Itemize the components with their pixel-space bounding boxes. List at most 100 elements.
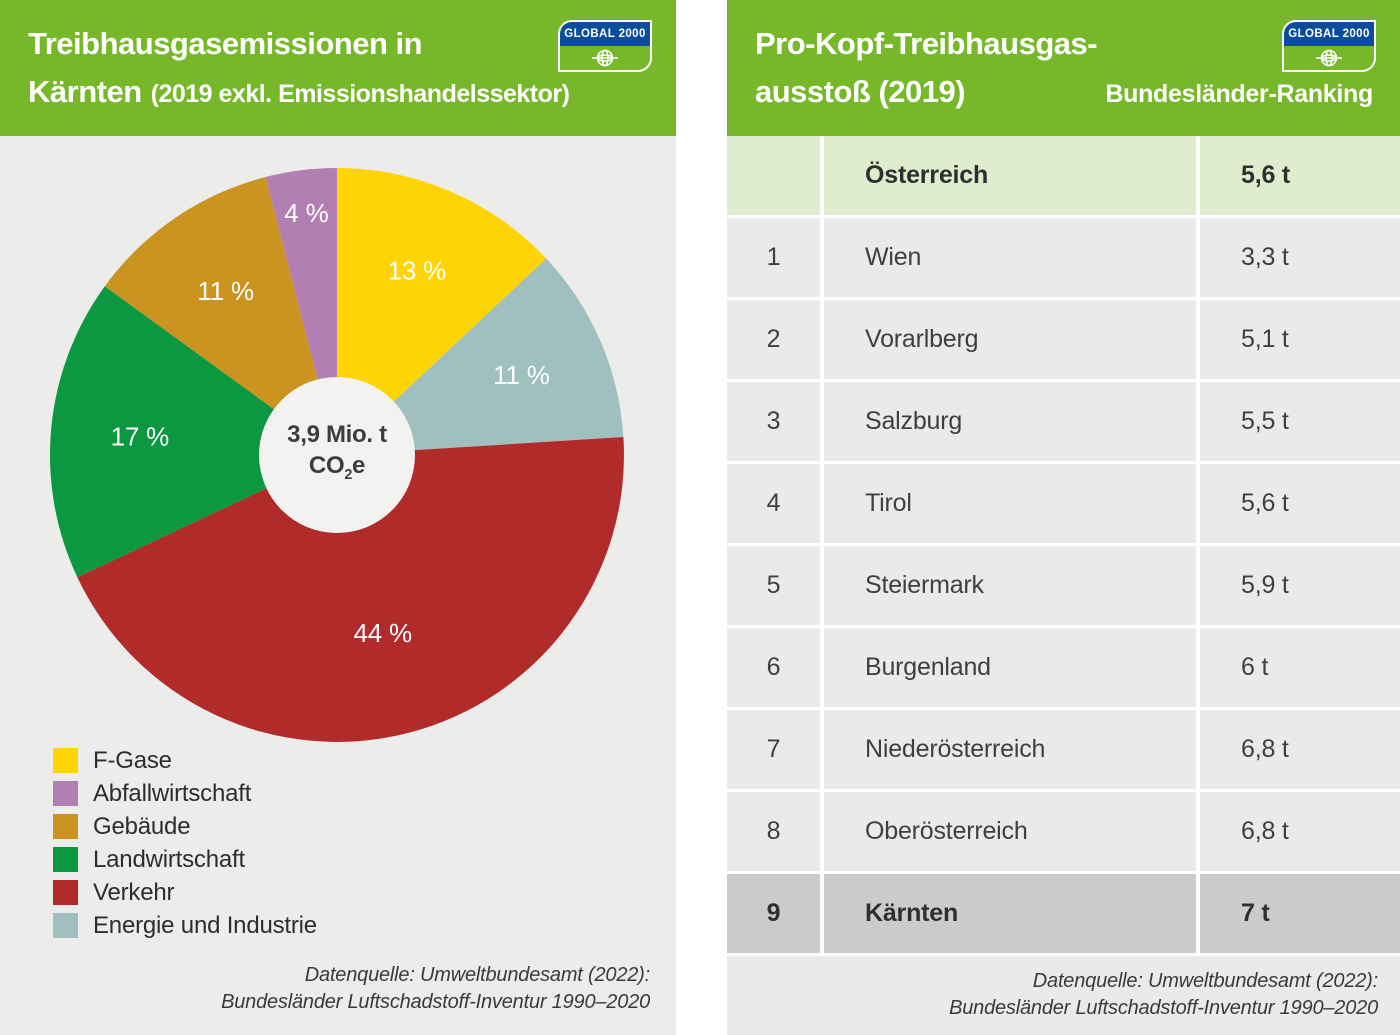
pie-svg: 13 % 11 % 44 % 17 % 11 % 4 % (49, 167, 624, 742)
left-title-suffix: (2019 exkl. Emissionshandelssektor) (150, 80, 570, 108)
region-cell: Oberösterreich (824, 792, 1196, 871)
rank-cell (727, 136, 820, 215)
pie-center-label: 3,9 Mio. t CO2e (227, 419, 447, 491)
pie-center-value: 3,9 Mio. t (287, 421, 387, 449)
rank-cell: 2 (727, 300, 820, 379)
rank-cell: 5 (727, 546, 820, 625)
table-row: 8 Oberösterreich 6,8 t (727, 792, 1400, 871)
globe-icon (1316, 49, 1342, 67)
rank-cell: 3 (727, 382, 820, 461)
value-cell: 6,8 t (1200, 710, 1400, 789)
table-row: Österreich 5,6 t (727, 136, 1400, 215)
legend-item: Verkehr (53, 878, 317, 906)
value-cell: 5,1 t (1200, 300, 1400, 379)
right-title-badge: Bundesländer-Ranking (1105, 80, 1373, 108)
left-title-region: Kärnten (28, 74, 142, 109)
left-title-line1: Treibhausgasemissionen in (28, 26, 423, 61)
left-panel: Treibhausgasemissionen in Kärnten (2019 e… (0, 0, 676, 1035)
global2000-logo-text: GLOBAL 2000 (560, 22, 650, 46)
global2000-logo: GLOBAL 2000 (558, 20, 652, 72)
table-row: 4 Tirol 5,6 t (727, 464, 1400, 543)
left-header-banner: Treibhausgasemissionen in Kärnten (2019 e… (0, 0, 676, 136)
legend-label: Gebäude (93, 812, 191, 840)
value-cell: 5,5 t (1200, 382, 1400, 461)
value-cell: 5,6 t (1200, 464, 1400, 543)
legend-swatch (53, 847, 78, 872)
pie-label: 13 % (388, 256, 447, 286)
pie-slice-landwirtschaft (49, 286, 337, 578)
global2000-logo-text: GLOBAL 2000 (1284, 22, 1374, 46)
globe-icon (592, 49, 618, 67)
legend-label: Abfallwirtschaft (93, 779, 252, 807)
region-cell: Steiermark (824, 546, 1196, 625)
legend-swatch (53, 748, 78, 773)
pie-slice-gebäude (104, 177, 337, 455)
legend-swatch (53, 781, 78, 806)
right-source-note: Datenquelle: Umweltbundesamt (2022): Bun… (727, 956, 1400, 1035)
right-source-line1: Datenquelle: Umweltbundesamt (2022): (1032, 970, 1378, 992)
rank-cell: 6 (727, 628, 820, 707)
global2000-logo: GLOBAL 2000 (1282, 20, 1376, 72)
legend-label: Verkehr (93, 878, 175, 906)
legend-swatch (53, 913, 78, 938)
left-title-line2: Kärnten (2019 exkl. Emissionshandelssekto… (28, 68, 651, 118)
table-row: 5 Steiermark 5,9 t (727, 546, 1400, 625)
pie-hole (259, 377, 415, 533)
right-header-banner: Pro-Kopf-Treibhausgas- ausstoß (2019) Bu… (727, 0, 1400, 136)
table-row: 6 Burgenland 6 t (727, 628, 1400, 707)
legend-item: F-Gase (53, 746, 317, 774)
pie-slice-f-gase (337, 168, 547, 455)
rank-cell: 7 (727, 710, 820, 789)
table-row: 2 Vorarlberg 5,1 t (727, 300, 1400, 379)
left-source-line1: Datenquelle: Umweltbundesamt (2022): (304, 964, 650, 986)
pie-chart: 13 % 11 % 44 % 17 % 11 % 4 % 3,9 Mio. t CO2e (49, 167, 624, 742)
value-cell: 6,8 t (1200, 792, 1400, 871)
table-row: 9 Kärnten 7 t (727, 874, 1400, 953)
pie-center-formula: CO2e (308, 452, 366, 483)
legend-item: Landwirtschaft (53, 845, 317, 873)
value-cell: 5,9 t (1200, 546, 1400, 625)
table-row: 7 Niederösterreich 6,8 t (727, 710, 1400, 789)
value-cell: 3,3 t (1200, 218, 1400, 297)
ranking-table: Österreich 5,6 t 1 Wien 3,3 t 2 Vorarlberg 5,1 … (727, 136, 1400, 956)
legend-label: Landwirtschaft (93, 845, 245, 873)
legend-item: Gebäude (53, 812, 317, 840)
region-cell: Tirol (824, 464, 1196, 543)
table-row: 1 Wien 3,3 t (727, 218, 1400, 297)
legend-label: F-Gase (93, 746, 172, 774)
rank-cell: 4 (727, 464, 820, 543)
legend-item: Abfallwirtschaft (53, 779, 317, 807)
legend-label: Energie und Industrie (93, 911, 317, 939)
right-title-line2: ausstoß (2019) Bundesländer-Ranking (755, 68, 1375, 118)
pie-label: 4 % (284, 198, 328, 228)
region-cell: Salzburg (824, 382, 1196, 461)
rank-cell: 9 (727, 874, 820, 953)
left-source-note: Datenquelle: Umweltbundesamt (2022): Bun… (221, 962, 650, 1016)
left-source-line2: Bundesländer Luftschadstoff-Inventur 199… (221, 991, 650, 1013)
region-cell: Wien (824, 218, 1196, 297)
pie-label: 11 % (493, 360, 550, 390)
pie-label: 11 % (197, 276, 254, 306)
region-cell: Niederösterreich (824, 710, 1196, 789)
table-row: 3 Salzburg 5,5 t (727, 382, 1400, 461)
region-cell: Burgenland (824, 628, 1196, 707)
legend-item: Energie und Industrie (53, 911, 317, 939)
right-title-main: ausstoß (2019) (755, 74, 966, 109)
right-panel: Pro-Kopf-Treibhausgas- ausstoß (2019) Bu… (727, 0, 1400, 1035)
rank-cell: 8 (727, 792, 820, 871)
legend: F-Gase Abfallwirtschaft Gebäude Landwirtsch… (53, 746, 317, 946)
right-title-line1: Pro-Kopf-Treibhausgas- (755, 26, 1098, 61)
value-cell: 6 t (1200, 628, 1400, 707)
region-cell: Österreich (824, 136, 1196, 215)
region-cell: Vorarlberg (824, 300, 1196, 379)
pie-slice-energie-und-industrie (337, 258, 624, 455)
right-source-line2: Bundesländer Luftschadstoff-Inventur 199… (949, 997, 1378, 1019)
pie-slice-verkehr (77, 437, 624, 742)
legend-swatch (53, 880, 78, 905)
pie-label: 44 % (353, 618, 412, 648)
rank-cell: 1 (727, 218, 820, 297)
legend-swatch (53, 814, 78, 839)
pie-label: 17 % (111, 421, 170, 451)
value-cell: 7 t (1200, 874, 1400, 953)
